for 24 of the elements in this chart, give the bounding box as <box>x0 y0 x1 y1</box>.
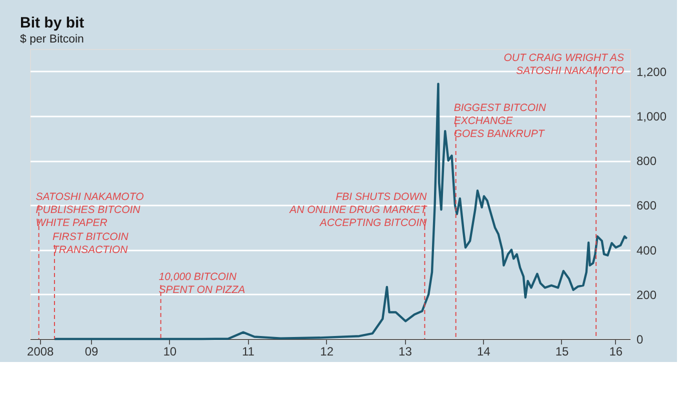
y-tick-label: 200 <box>636 288 657 302</box>
y-tick-label: 600 <box>636 198 657 213</box>
x-tick-label: 09 <box>84 344 98 358</box>
x-tick-label: 2008 <box>27 344 54 358</box>
ref-line-label: OUT CRAIG WRIGHT AS SATOSHI NAKAMOTO <box>504 52 624 77</box>
x-tick-label: 15 <box>555 344 569 358</box>
x-tick-label: 13 <box>398 344 412 358</box>
x-tick-label: 16 <box>609 344 623 358</box>
y-tick-label: 1,000 <box>636 109 667 124</box>
ref-line-label: SATOSHI NAKAMOTO PUBLISHES BITCOIN WHITE PAPER <box>36 191 144 229</box>
chart-title: Bit by bit <box>20 14 84 32</box>
ref-line-label: BIGGEST BITCOIN EXCHANGE GOES BANKRUPT <box>454 102 546 140</box>
x-tick-label: 12 <box>320 344 334 358</box>
ref-line-label: FBI SHUTS DOWN AN ONLINE DRUG MARKET ACCEPTING BITCOIN <box>288 191 428 229</box>
y-tick-label: 800 <box>636 154 657 168</box>
x-tick-label: 14 <box>476 344 491 358</box>
ref-line-label: 10,000 BITCOIN SPENT ON PIZZA <box>158 271 246 296</box>
x-tick-label: 10 <box>163 344 177 358</box>
ref-line-label: FIRST BITCOIN TRANSACTION <box>52 231 129 256</box>
chart-subtitle: $ per Bitcoin <box>20 34 84 46</box>
x-tick-label: 11 <box>242 344 255 358</box>
y-tick-label: 1,200 <box>636 64 667 79</box>
y-tick-label: 400 <box>636 243 657 258</box>
y-tick-label: 0 <box>636 332 644 346</box>
